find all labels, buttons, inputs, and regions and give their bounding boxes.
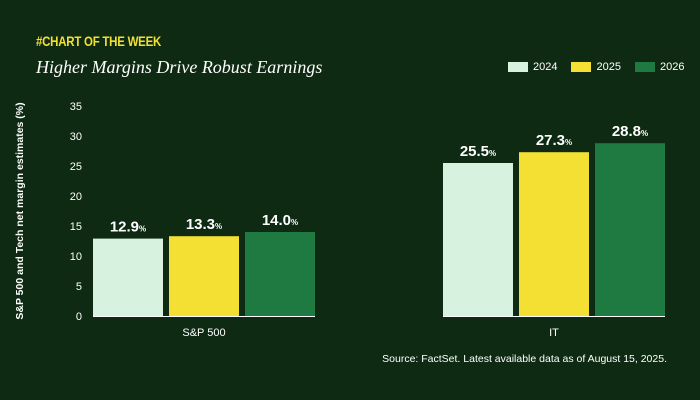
data-label: 14.0% [262,212,298,229]
y-tick-label: 20 [70,191,82,203]
legend-item-2025: 2025 [571,61,621,73]
y-tick-label: 25 [70,161,82,173]
data-label: 13.3% [186,216,222,233]
legend-swatch-2025 [571,62,592,72]
y-tick-label: 10 [70,251,82,263]
y-tick-label: 30 [70,131,82,143]
bar [169,236,239,316]
data-label: 12.9% [110,219,146,236]
chart-of-the-week-tag: #CHART OF THE WEEK [36,33,162,49]
bar [93,238,163,316]
y-tick-label: 15 [70,221,82,233]
bar [443,163,513,316]
x-tick-label: IT [549,327,559,339]
bar [245,232,315,316]
legend-item-2024: 2024 [508,61,557,73]
legend-swatch-2026 [634,62,655,72]
legend: 2024 2025 2026 [508,61,684,73]
y-tick-label: 35 [70,101,82,113]
x-tick-label: S&P 500 [182,327,225,339]
y-tick-label: 5 [76,281,82,293]
data-label: 25.5% [460,143,496,160]
legend-label-2024: 2024 [533,61,558,73]
chart-title: Higher Margins Drive Robust Earnings [36,57,323,77]
bar [519,152,589,316]
data-label: 27.3% [536,132,572,149]
legend-swatch-2024 [508,62,528,72]
data-label: 28.8% [612,123,648,140]
legend-label-2026: 2026 [659,61,685,73]
legend-item-2026: 2026 [634,61,685,73]
legend-label-2025: 2025 [596,61,621,73]
bar [595,143,665,316]
source-note: Source: FactSet. Latest available data a… [382,353,667,365]
y-tick-label: 0 [76,311,82,323]
